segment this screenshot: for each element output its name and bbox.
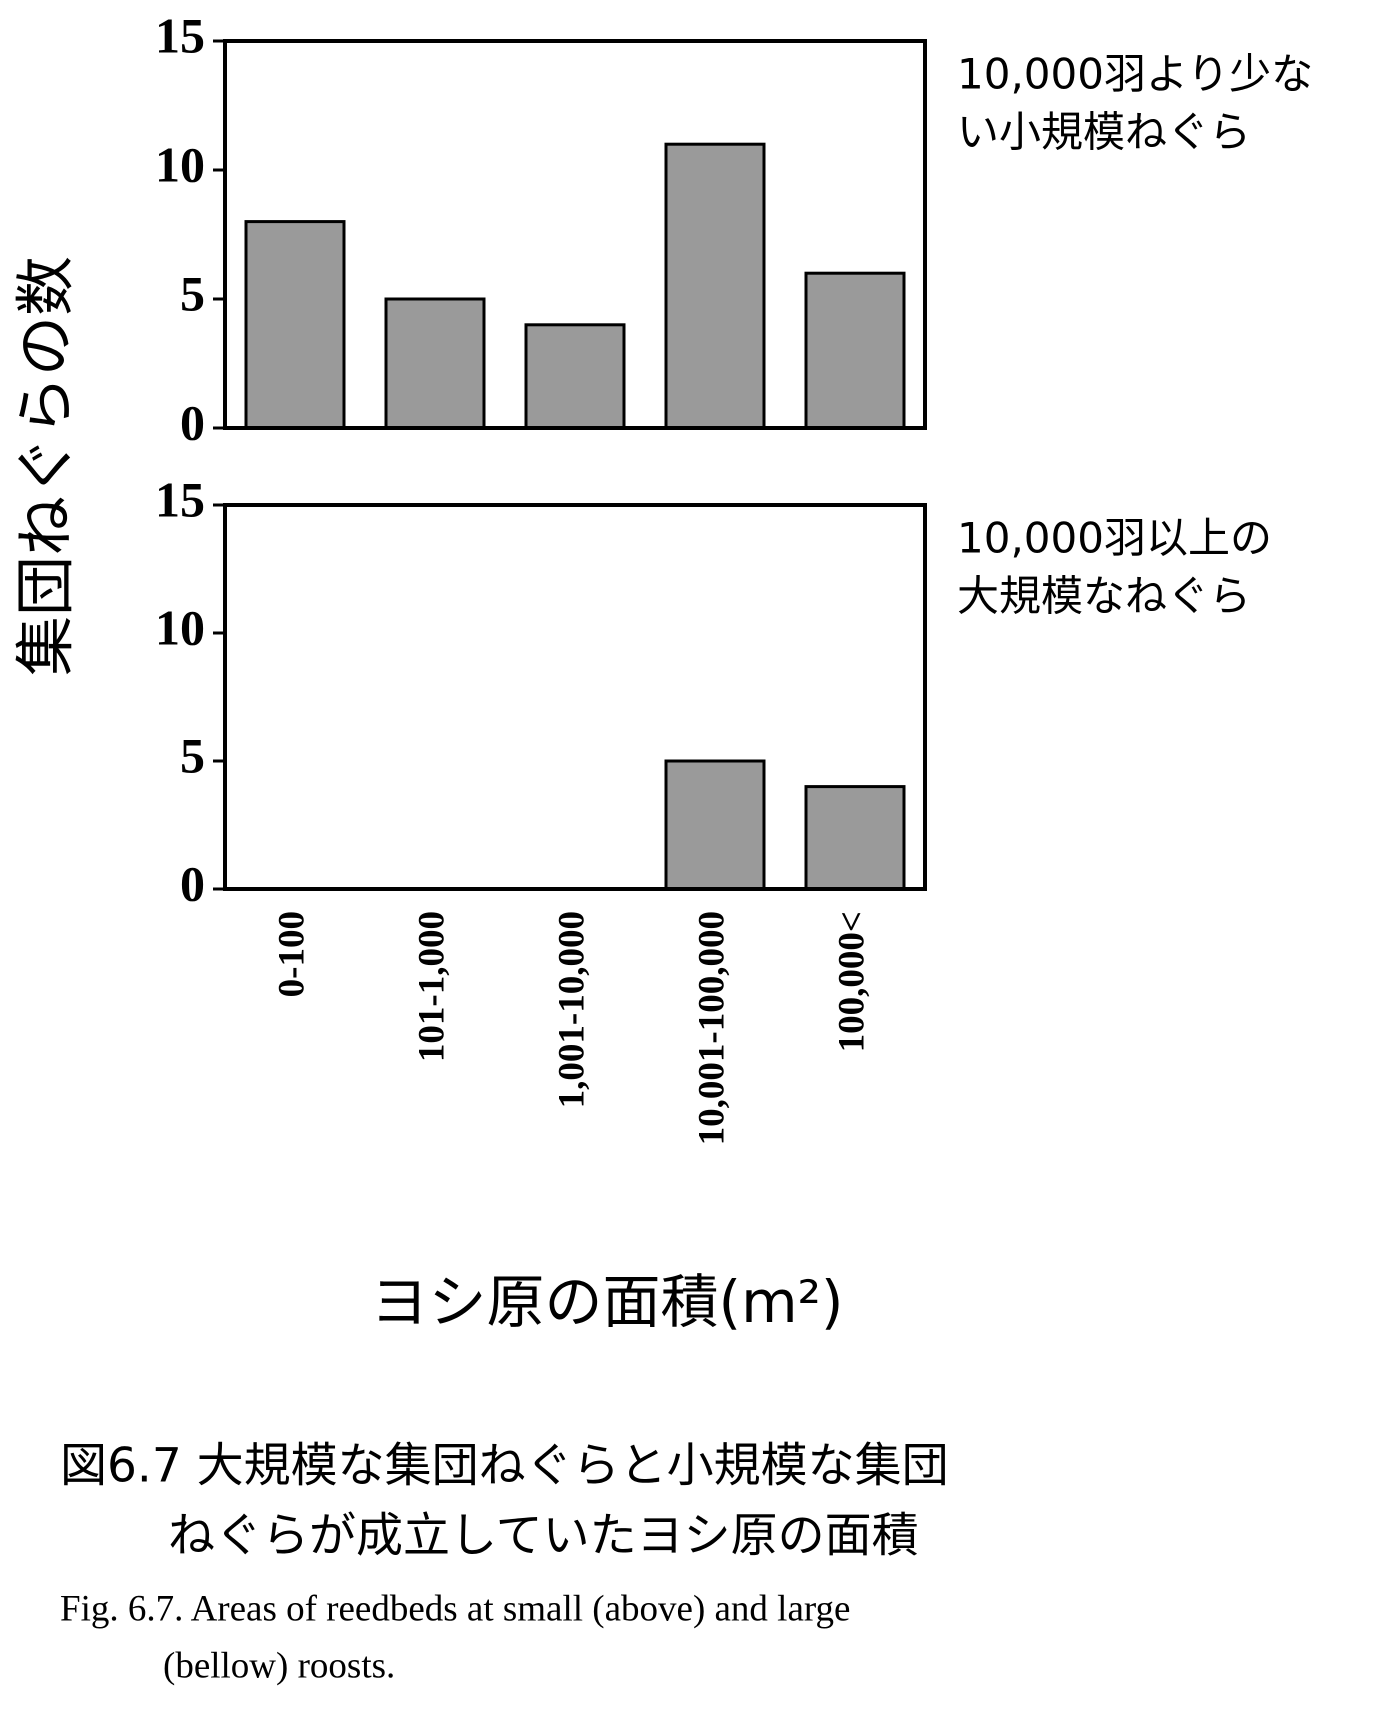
bar: [804, 785, 906, 891]
y-tick-label: 10: [155, 599, 205, 655]
plot-frame: [223, 39, 927, 430]
bar: [524, 323, 626, 430]
annotation: 10,000羽より少な: [957, 50, 1313, 99]
y-axis-label: 集団ねぐらの数: [12, 256, 82, 676]
x-tick-label: 1,001-10,000: [551, 911, 592, 1108]
bar: [384, 297, 486, 430]
caption-en: Fig. 6.7. Areas of reedbeds at small (ab…: [60, 1588, 850, 1629]
y-tick-label: 10: [155, 136, 205, 192]
bar: [244, 220, 346, 430]
bar: [664, 759, 766, 891]
y-tick-label: 15: [155, 471, 205, 527]
annotation: 大規模なねぐら: [957, 572, 1251, 621]
x-axis-label: ヨシ原の面積(m²): [370, 1268, 843, 1336]
x-tick-label: 100,000<: [831, 911, 872, 1052]
bar: [664, 142, 766, 430]
y-tick-label: 5: [180, 727, 205, 783]
caption-en: (bellow) roosts.: [163, 1645, 395, 1686]
y-tick-label: 0: [180, 855, 205, 911]
annotation: い小規模ねぐら: [957, 108, 1251, 157]
x-tick-label: 10,001-100,000: [691, 911, 732, 1145]
annotation: 10,000羽以上の: [957, 514, 1272, 563]
x-tick-label: 101-1,000: [411, 911, 452, 1062]
y-tick-label: 0: [180, 394, 205, 450]
caption-ja: 図6.7 大規模な集団ねぐらと小規模な集団: [60, 1439, 949, 1494]
plot-frame: [223, 503, 927, 891]
y-tick-label: 15: [155, 7, 205, 63]
x-tick-label: 0-100: [271, 911, 312, 997]
bar: [804, 271, 906, 430]
y-tick-label: 5: [180, 265, 205, 321]
caption-ja: ねぐらが成立していたヨシ原の面積: [168, 1509, 919, 1564]
